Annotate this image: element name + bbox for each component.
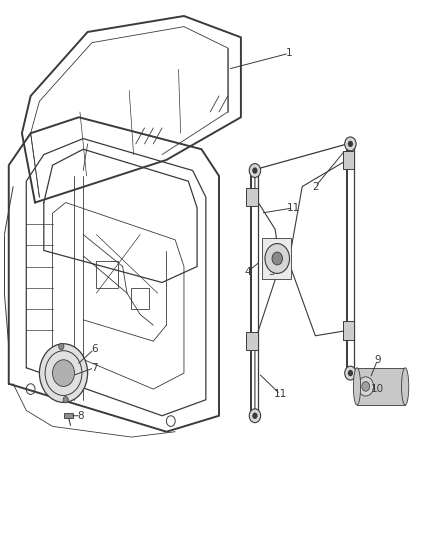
Circle shape [59, 343, 64, 350]
Circle shape [272, 252, 283, 265]
Text: 5: 5 [268, 267, 275, 277]
Text: 8: 8 [78, 411, 85, 421]
Bar [357, 368, 405, 405]
Bar [343, 321, 354, 340]
Bar [246, 332, 258, 350]
Text: 4: 4 [244, 267, 251, 277]
Circle shape [39, 344, 88, 402]
Circle shape [345, 137, 356, 151]
Text: 11: 11 [274, 390, 287, 399]
Circle shape [63, 397, 68, 403]
Circle shape [265, 244, 290, 273]
Bar [343, 151, 354, 169]
Circle shape [348, 370, 353, 376]
Circle shape [345, 366, 356, 380]
Polygon shape [262, 238, 291, 279]
Circle shape [53, 360, 74, 386]
Circle shape [362, 382, 370, 391]
Circle shape [348, 141, 353, 147]
Bar [246, 188, 258, 206]
Text: 9: 9 [374, 355, 381, 365]
Ellipse shape [402, 368, 409, 405]
Circle shape [252, 413, 258, 419]
Circle shape [252, 167, 258, 174]
Text: 6: 6 [91, 344, 98, 354]
Polygon shape [64, 413, 73, 418]
Text: 11: 11 [287, 203, 300, 213]
Text: 10: 10 [371, 384, 384, 394]
Circle shape [358, 377, 374, 396]
Circle shape [249, 164, 261, 177]
Ellipse shape [353, 368, 360, 405]
Text: 1: 1 [286, 49, 293, 58]
Text: 7: 7 [91, 363, 98, 373]
Circle shape [249, 409, 261, 423]
Text: 2: 2 [312, 182, 319, 191]
